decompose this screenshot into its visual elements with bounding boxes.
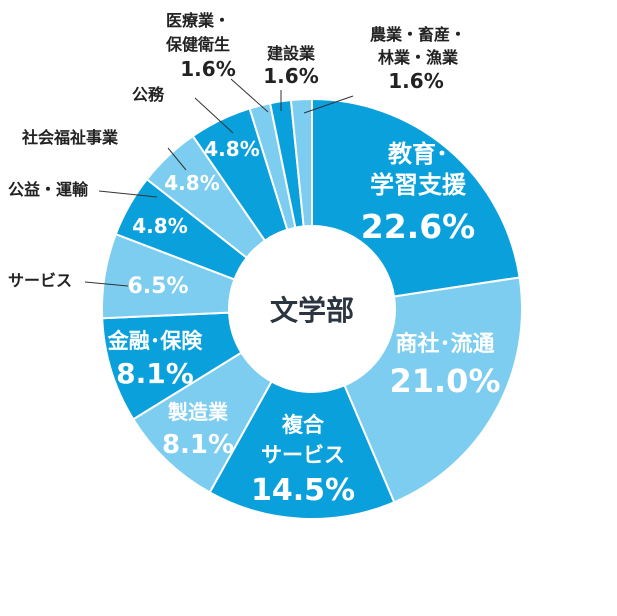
- callout-name-label: 社会福祉事業: [21, 128, 119, 147]
- slice-name-label: サービス: [261, 443, 345, 467]
- slice-value-label: 1.6%: [263, 64, 318, 88]
- slice-value-label: 8.1%: [162, 430, 234, 460]
- slices-group: [101, 97, 523, 520]
- slice-name-label: 金融･保険: [107, 329, 203, 353]
- slice-value-label: 4.8%: [164, 171, 219, 195]
- leader-line: [303, 95, 354, 114]
- center-label: 文学部: [270, 294, 354, 327]
- slice-value-label: 21.0%: [389, 362, 500, 400]
- donut-hole: [229, 226, 395, 392]
- slice-value-label: 8.1%: [116, 357, 194, 390]
- callout-name-label: 林業・漁業: [378, 48, 459, 67]
- leader-line: [98, 190, 158, 198]
- callout-name-label: 保健衛生: [165, 35, 230, 54]
- slice-value-label: 6.5%: [127, 274, 188, 299]
- leader-line: [230, 78, 269, 113]
- slice-name-label: 商社･流通: [395, 331, 494, 357]
- labels-group: 教育･学習支援22.6%商社･流通21.0%複合サービス14.5%製造業8.1%…: [8, 11, 501, 508]
- callout-name-label: 医療業・: [166, 11, 230, 30]
- slice-name-label: 製造業: [168, 400, 229, 424]
- slice-value-label: 22.6%: [361, 207, 476, 246]
- callout-name-label: サービス: [8, 271, 72, 290]
- leader-line: [194, 97, 234, 134]
- slice-value-label: 1.6%: [388, 69, 443, 93]
- slice-value-label: 4.8%: [132, 214, 187, 238]
- slice-value-label: 4.8%: [204, 137, 259, 161]
- slice-value-label: 1.6%: [180, 57, 235, 81]
- leader-line: [84, 281, 129, 287]
- callout-name-label: 公益・運輸: [8, 180, 89, 199]
- slice-name-label: 複合: [281, 413, 325, 437]
- leader-lines-group: [84, 78, 354, 287]
- leader-line: [167, 147, 187, 171]
- slice-value-label: 14.5%: [251, 473, 355, 508]
- callout-name-label: 農業・畜産・: [370, 25, 466, 44]
- callout-name-label: 建設業: [267, 44, 316, 63]
- slice-name-label: 教育･: [388, 140, 448, 168]
- slice-name-label: 学習支援: [370, 171, 467, 199]
- callout-name-label: 公務: [132, 85, 165, 104]
